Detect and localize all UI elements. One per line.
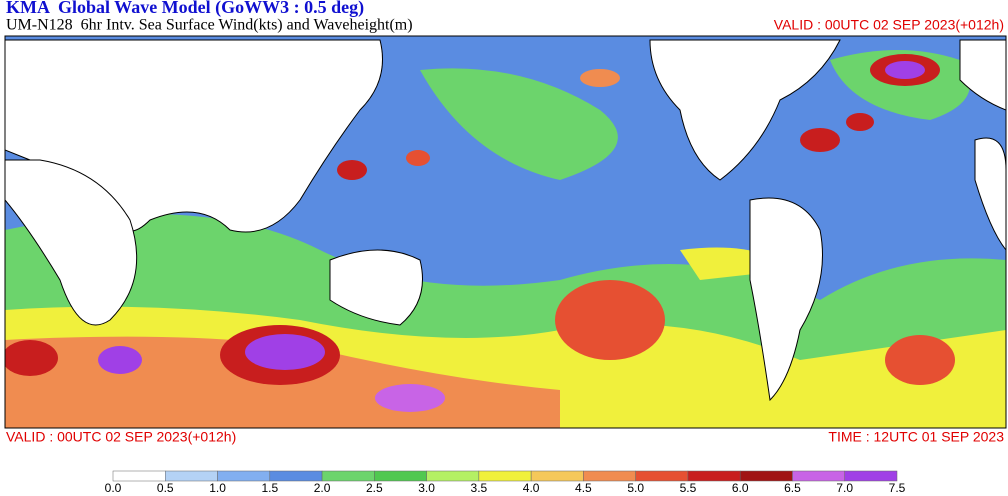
colorbar-box [478,470,532,482]
colorbar-box [635,470,689,482]
colorbar-box [687,470,741,482]
time: TIME : 12UTC 01 SEP 2023 [828,429,1004,445]
continents [5,39,1006,402]
colorbar-label: 5.5 [680,481,697,495]
colorbar-box [844,470,898,482]
colorbar-box [165,470,218,482]
colorbar-label: 2.0 [314,481,331,495]
colorbar-label: 3.0 [418,481,435,495]
wave-fields [5,50,1006,428]
colorbar-box [321,470,375,482]
valid-bottom: VALID : 00UTC 02 SEP 2023(+012h) [6,429,236,445]
title: KMA Global Wave Model (GoWW3 : 0.5 deg) [6,0,364,18]
colorbar-label: 1.0 [209,481,226,495]
colorbar-label: 3.5 [471,481,488,495]
colorbar-label: 2.5 [366,481,383,495]
colorbar-box [792,470,845,482]
colorbar-label: 4.5 [575,481,592,495]
colorbar-label: 0.0 [105,481,122,495]
colorbar-box [583,470,636,482]
colorbar-box [530,470,584,482]
colorbar-label: 4.0 [523,481,540,495]
colorbar: 0.0 0.5 1.0 1.5 2.0 2.5 3.0 3.5 4.0 4.5 5.0 5.5 6.0 6… [105,470,906,495]
colorbar-box [426,470,480,482]
colorbar-box [374,470,427,482]
colorbar-label: 5.0 [627,481,644,495]
colorbar-label: 0.5 [157,481,174,495]
colorbar-box [739,470,793,482]
colorbar-label: 7.0 [836,481,853,495]
colorbar-box [112,470,166,482]
colorbar-box [269,470,323,482]
colorbar-label: 6.0 [732,481,749,495]
subtitle: UM-N128 6hr Intv. Sea Surface Wind(kts) … [6,17,413,34]
colorbar-label: 6.5 [784,481,801,495]
colorbar-label: 1.5 [261,481,278,495]
colorbar-label: 7.5 [889,481,906,495]
colorbar-box [217,470,271,482]
map [4,35,1007,429]
valid-top: VALID : 00UTC 02 SEP 2023(+012h) [774,17,1004,33]
